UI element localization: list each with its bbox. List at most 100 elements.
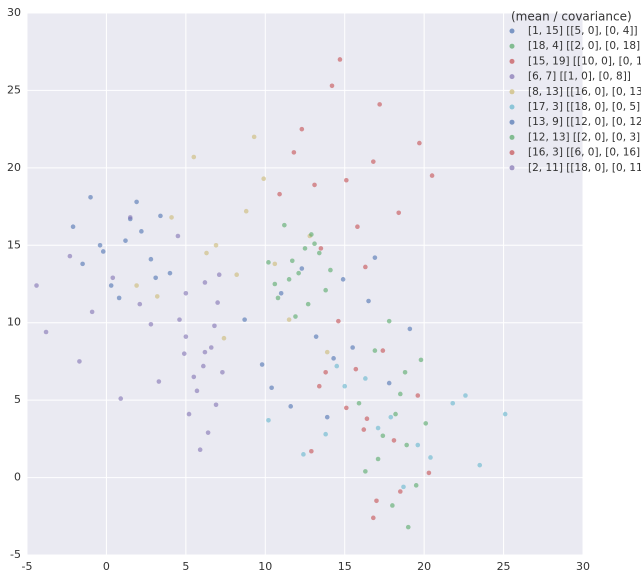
point bbox=[259, 362, 265, 367]
point bbox=[286, 277, 292, 282]
point bbox=[291, 150, 297, 155]
point bbox=[194, 388, 200, 394]
point bbox=[88, 194, 93, 200]
point bbox=[234, 272, 239, 278]
point bbox=[323, 431, 328, 437]
point bbox=[80, 261, 85, 267]
y-tick-label: 25 bbox=[7, 83, 21, 96]
point bbox=[221, 335, 227, 341]
point bbox=[336, 318, 341, 324]
legend-label: [15, 19] [[10, 0], [0, 14]] bbox=[528, 55, 641, 67]
point bbox=[139, 229, 144, 234]
point bbox=[137, 301, 143, 307]
point bbox=[398, 391, 403, 397]
point bbox=[380, 348, 386, 353]
point bbox=[340, 277, 346, 282]
point bbox=[212, 323, 217, 329]
point bbox=[375, 456, 381, 462]
point bbox=[299, 126, 305, 132]
point bbox=[153, 275, 158, 281]
legend-marker bbox=[509, 43, 515, 49]
legend-label: [1, 15] [[5, 0], [0, 4]] bbox=[528, 25, 638, 37]
point bbox=[331, 356, 336, 361]
point bbox=[266, 260, 271, 265]
point bbox=[350, 345, 355, 350]
point bbox=[426, 470, 432, 476]
point bbox=[328, 267, 333, 273]
point bbox=[309, 232, 314, 237]
legend-label: [6, 7] [[1, 0], [0, 8]] bbox=[528, 71, 631, 83]
x-tick-label: 15 bbox=[338, 560, 352, 573]
y-tick-label: 15 bbox=[7, 238, 21, 251]
point bbox=[215, 300, 220, 305]
point bbox=[213, 242, 219, 248]
x-tick-label: 20 bbox=[417, 560, 431, 573]
point bbox=[404, 442, 409, 448]
point bbox=[116, 295, 122, 301]
point bbox=[417, 140, 422, 146]
legend-label: [8, 13] [[16, 0], [0, 13]] bbox=[528, 86, 641, 98]
point bbox=[278, 290, 284, 296]
y-tick-label: -5 bbox=[10, 548, 21, 561]
point bbox=[296, 270, 301, 276]
point bbox=[175, 233, 181, 239]
point bbox=[67, 253, 73, 259]
point bbox=[364, 416, 370, 422]
point bbox=[169, 215, 174, 220]
point bbox=[316, 383, 322, 389]
point bbox=[391, 438, 397, 443]
point bbox=[204, 250, 209, 256]
point bbox=[108, 283, 114, 288]
legend-marker bbox=[509, 74, 515, 80]
point bbox=[272, 281, 278, 287]
point bbox=[100, 249, 106, 254]
point bbox=[289, 258, 295, 264]
point bbox=[428, 455, 433, 460]
point bbox=[324, 414, 330, 420]
point bbox=[148, 321, 154, 327]
point bbox=[134, 199, 139, 205]
point bbox=[266, 417, 271, 423]
point bbox=[344, 177, 349, 183]
point bbox=[415, 393, 421, 398]
point bbox=[293, 314, 298, 319]
point bbox=[127, 215, 133, 220]
point bbox=[337, 57, 343, 62]
x-tick-label: 30 bbox=[576, 560, 590, 573]
point bbox=[286, 317, 292, 322]
point bbox=[243, 208, 249, 214]
point bbox=[77, 359, 82, 364]
point bbox=[154, 294, 160, 299]
y-tick-label: 0 bbox=[14, 471, 21, 484]
point bbox=[110, 275, 116, 281]
point bbox=[216, 272, 222, 278]
point bbox=[371, 515, 376, 521]
point bbox=[318, 246, 324, 251]
legend-label: [18, 4] [[2, 0], [0, 18]] bbox=[528, 40, 641, 52]
point bbox=[261, 176, 266, 181]
point bbox=[366, 298, 371, 304]
point bbox=[375, 425, 381, 431]
x-tick-label: 5 bbox=[182, 560, 189, 573]
point bbox=[251, 134, 257, 140]
point bbox=[97, 242, 103, 248]
point bbox=[396, 210, 402, 216]
x-tick-label: 0 bbox=[103, 560, 110, 573]
point bbox=[309, 448, 314, 454]
point bbox=[70, 224, 76, 230]
point bbox=[386, 318, 392, 324]
point bbox=[423, 421, 429, 426]
legend-marker bbox=[509, 165, 515, 171]
point bbox=[312, 182, 317, 188]
point bbox=[356, 400, 362, 406]
point bbox=[43, 329, 49, 335]
legend-label: [16, 3] [[6, 0], [0, 16]] bbox=[528, 147, 641, 159]
point bbox=[191, 154, 197, 160]
legend-label: [13, 9] [[12, 0], [0, 12]] bbox=[528, 116, 641, 128]
point bbox=[299, 266, 305, 271]
point bbox=[342, 383, 348, 389]
point bbox=[158, 213, 163, 219]
point bbox=[415, 442, 421, 448]
legend-label: [12, 13] [[2, 0], [0, 3]] bbox=[528, 131, 641, 143]
